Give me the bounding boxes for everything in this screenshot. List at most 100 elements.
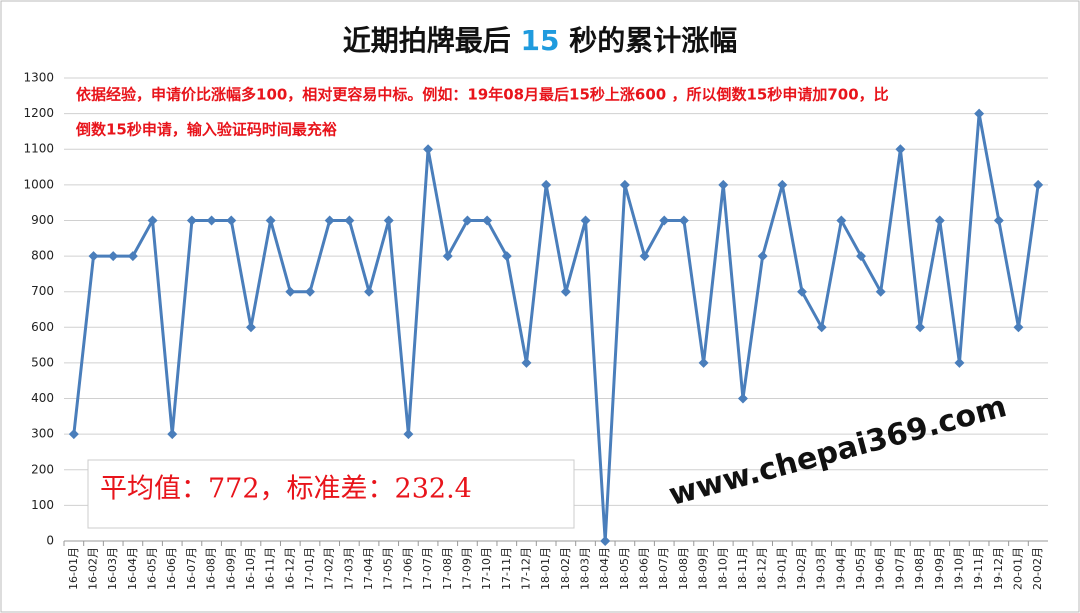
x-tick-label: 19-04月	[834, 547, 847, 590]
x-tick-label: 19-12月	[992, 547, 1005, 590]
data-point	[88, 251, 99, 262]
x-tick-label: 16-08月	[205, 547, 218, 590]
x-tick-label: 16-02月	[87, 547, 100, 590]
data-point	[462, 215, 473, 226]
x-tick-label: 19-03月	[815, 547, 828, 590]
data-point	[521, 357, 532, 368]
y-tick-label: 400	[31, 391, 54, 405]
y-tick-label: 500	[31, 355, 54, 369]
data-point	[934, 215, 945, 226]
x-tick-label: 16-11月	[264, 547, 277, 590]
data-point	[305, 286, 315, 297]
x-tick-label: 17-03月	[342, 547, 355, 590]
data-point	[659, 215, 670, 226]
y-tick-label: 0	[46, 534, 54, 548]
x-tick-label: 20-01月	[1011, 547, 1024, 590]
x-tick-label: 18-05月	[618, 547, 631, 590]
data-point	[757, 251, 768, 262]
y-tick-label: 800	[31, 249, 54, 263]
x-tick-label: 19-10月	[952, 547, 965, 590]
data-point	[403, 429, 414, 440]
data-point	[324, 215, 335, 226]
data-point	[856, 251, 867, 262]
data-point	[600, 536, 611, 546]
chart-title: 近期拍牌最后 15 秒的累计涨幅	[343, 24, 737, 57]
data-point	[127, 251, 138, 262]
data-point	[875, 286, 886, 297]
x-tick-label: 18-09月	[697, 547, 710, 590]
x-tick-label: 19-02月	[795, 547, 808, 590]
data-point	[501, 251, 512, 262]
y-tick-label: 900	[31, 213, 54, 227]
x-tick-label: 19-09月	[933, 547, 946, 590]
x-tick-label: 19-08月	[913, 547, 926, 590]
data-point	[954, 357, 965, 368]
data-line	[72, 112, 1040, 543]
data-point	[836, 215, 847, 226]
data-point	[915, 322, 926, 333]
y-tick-label: 700	[31, 284, 54, 298]
x-tick-label: 17-06月	[401, 547, 414, 590]
data-point	[186, 215, 197, 226]
x-tick-label: 19-01月	[775, 547, 788, 590]
title-part: 近期拍牌最后	[343, 24, 521, 57]
x-tick-label: 18-03月	[579, 547, 592, 590]
data-point	[1013, 322, 1024, 333]
x-tick-label: 16-10月	[244, 547, 257, 590]
y-tick-label: 600	[31, 320, 54, 334]
data-point	[698, 357, 709, 368]
data-point	[1033, 179, 1044, 190]
x-tick-label: 17-01月	[303, 547, 316, 590]
data-point	[226, 215, 237, 226]
x-tick-label: 17-12月	[519, 547, 532, 590]
data-point	[245, 322, 256, 333]
x-tick-label: 17-10月	[480, 547, 493, 590]
x-tick-label: 19-05月	[854, 547, 867, 590]
data-point	[108, 251, 119, 262]
data-point	[147, 215, 158, 226]
data-point	[265, 215, 276, 226]
x-tick-label: 17-08月	[441, 547, 454, 590]
data-point	[442, 251, 453, 262]
data-point	[816, 322, 827, 333]
y-tick-label: 100	[31, 498, 54, 512]
x-tick-label: 16-05月	[146, 547, 159, 590]
x-tick-label: 16-12月	[283, 547, 296, 590]
data-point	[639, 251, 650, 262]
data-point	[678, 215, 689, 226]
data-point	[797, 286, 807, 297]
x-tick-label: 17-02月	[323, 547, 336, 590]
data-point	[777, 179, 788, 190]
x-tick-label: 19-07月	[893, 547, 906, 590]
x-tick-label: 17-09月	[460, 547, 473, 590]
data-point	[993, 215, 1004, 226]
data-point	[718, 179, 729, 190]
data-point	[619, 179, 630, 190]
annotation: 依据经验，申请价比涨幅多100，相对更容易中标。例如：19年08月最后15秒上涨…	[76, 86, 889, 104]
x-tick-label: 16-09月	[224, 547, 237, 590]
stats-box	[87, 459, 575, 529]
data-point	[580, 215, 591, 226]
y-tick-label: 1200	[23, 106, 54, 120]
data-point	[344, 215, 355, 226]
y-tick-label: 1100	[23, 142, 54, 156]
data-point	[737, 393, 748, 404]
data-point	[974, 108, 985, 119]
x-tick-label: 16-01月	[67, 547, 80, 590]
stats-label: 平均值：772，标准差：232.4	[100, 474, 472, 505]
x-tick-label: 16-06月	[165, 547, 178, 590]
data-point	[364, 286, 375, 297]
data-point	[68, 429, 79, 440]
x-tick-label: 18-01月	[539, 547, 552, 590]
x-tick-label: 16-07月	[185, 547, 198, 590]
x-tick-label: 17-07月	[421, 547, 434, 590]
title-part: 秒的累计涨幅	[559, 24, 737, 57]
data-point	[895, 144, 906, 155]
x-tick-label: 16-03月	[106, 547, 119, 590]
x-tick-label: 18-02月	[559, 547, 572, 590]
data-point	[423, 144, 434, 155]
x-tick-label: 16-04月	[126, 547, 139, 590]
x-tick-label: 18-06月	[638, 547, 651, 590]
data-point	[383, 215, 394, 226]
